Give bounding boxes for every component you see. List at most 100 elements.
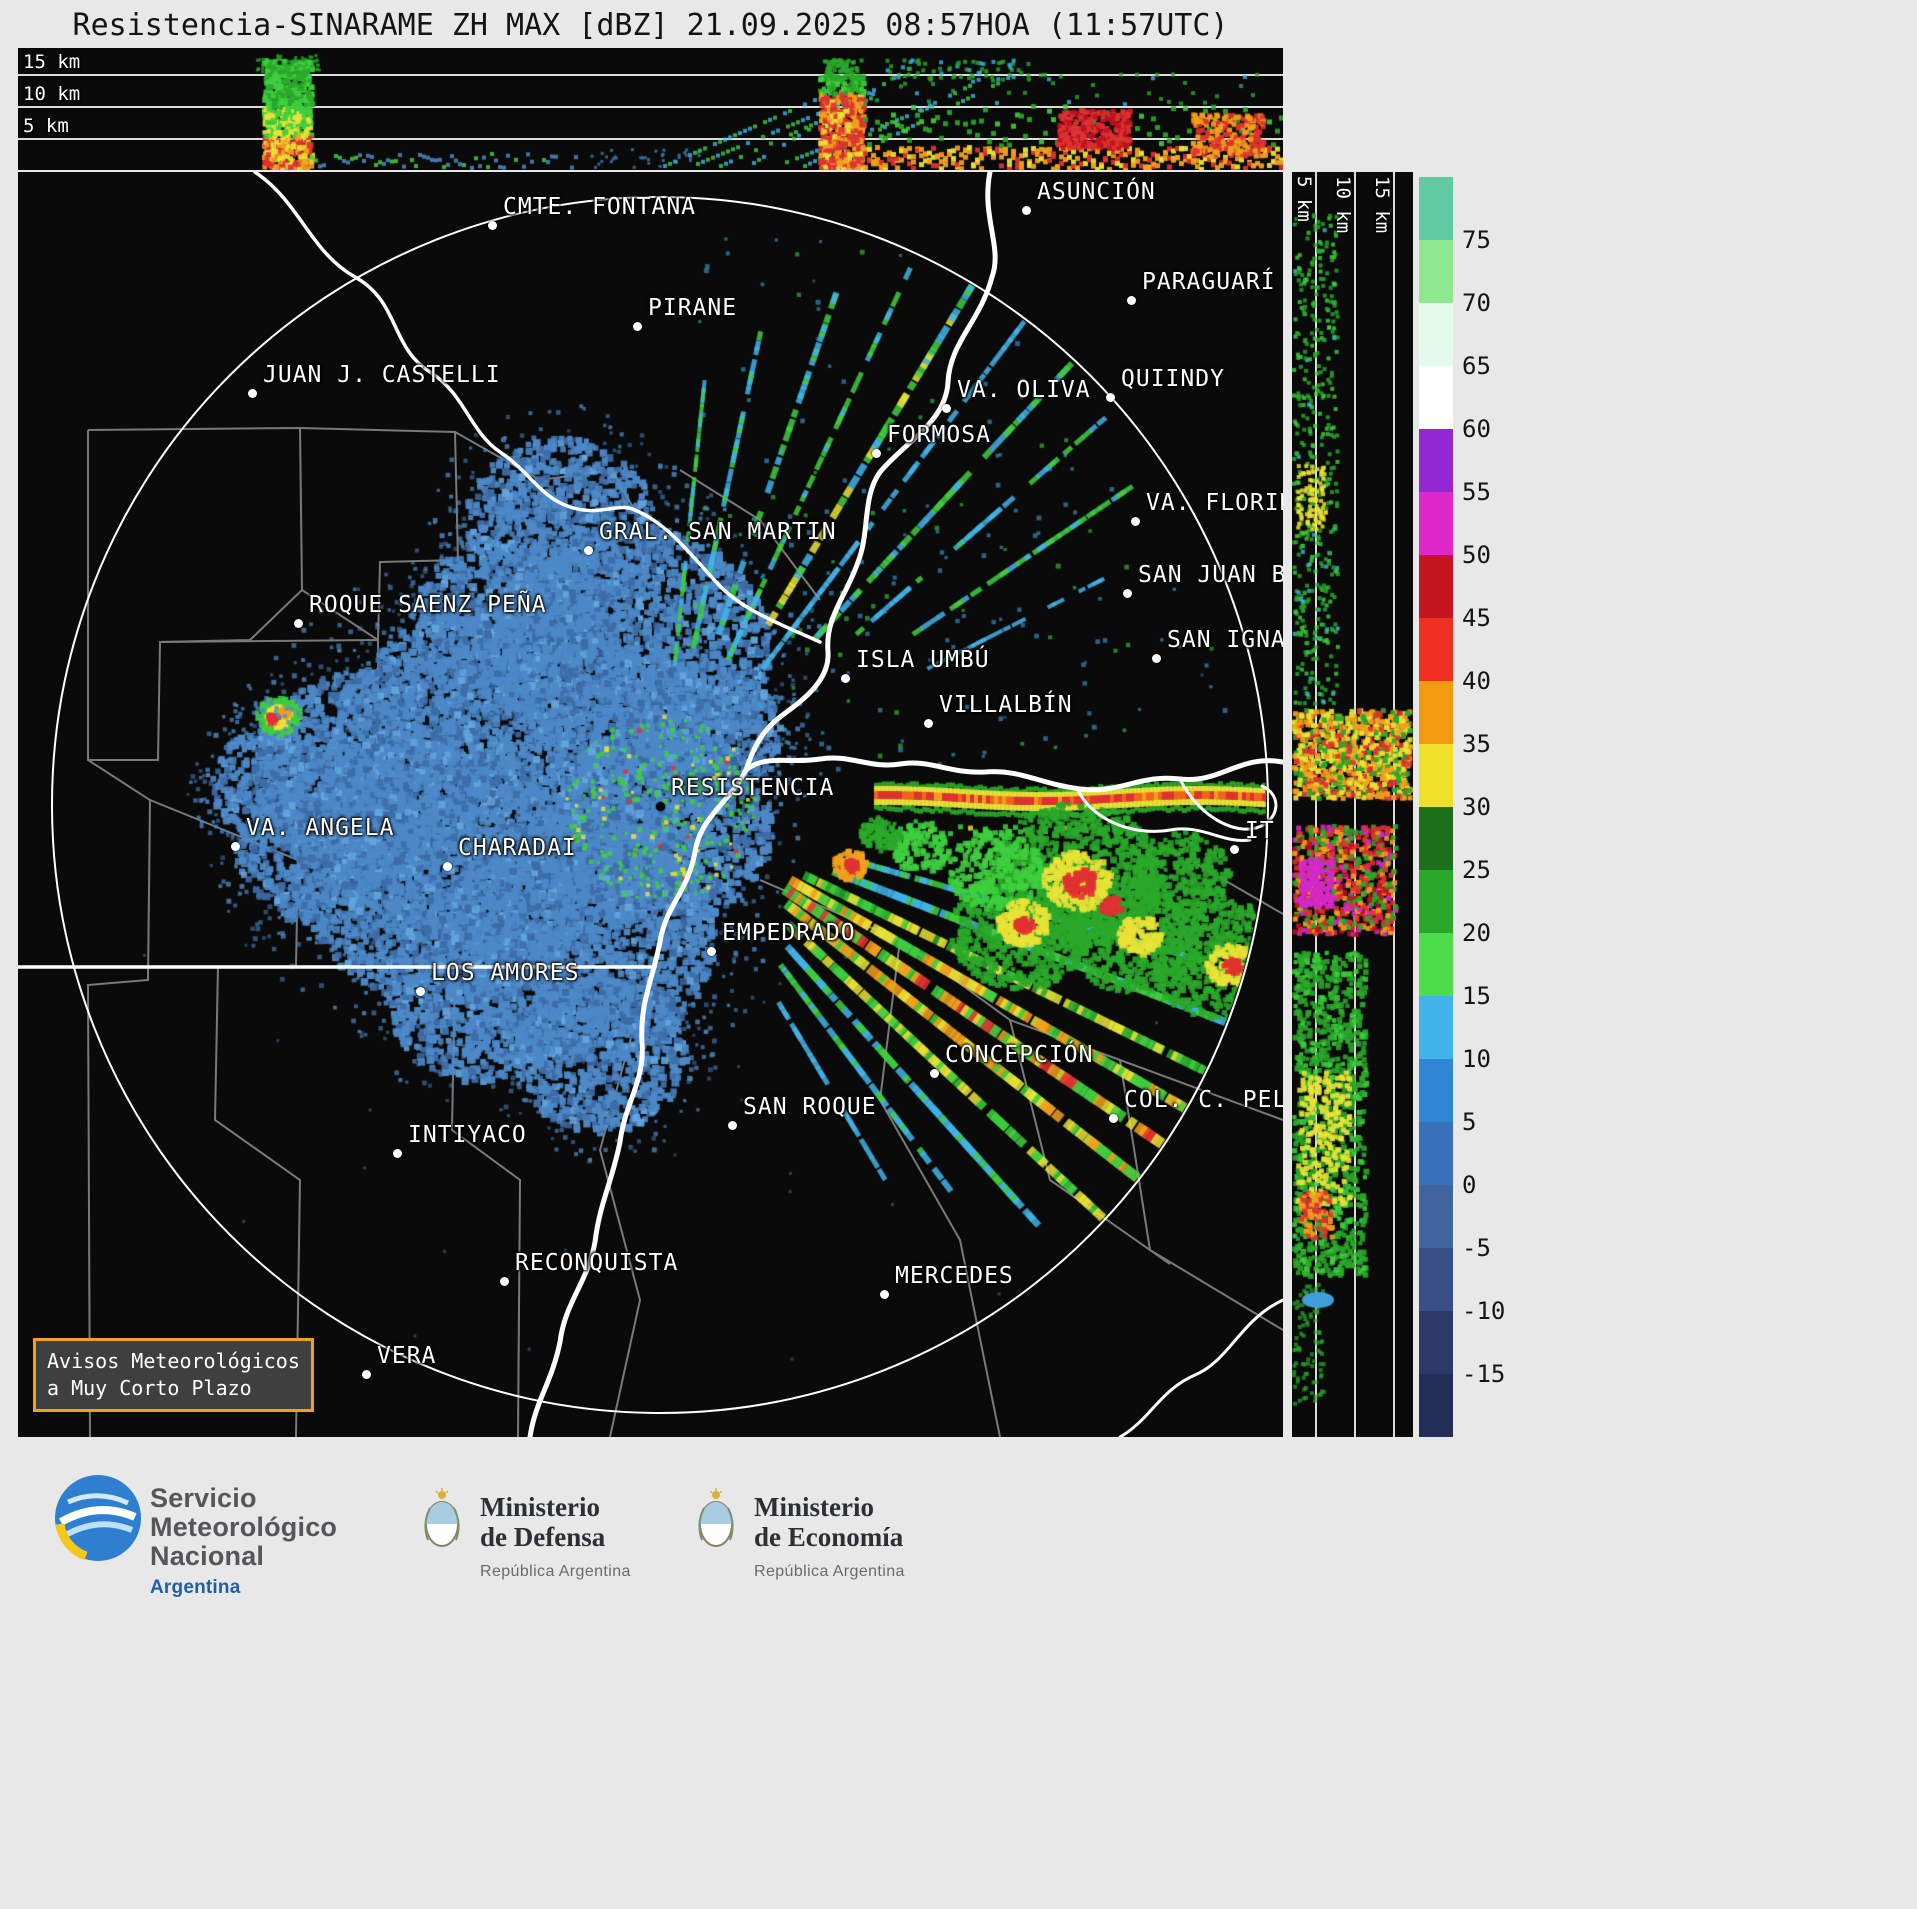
colorbar [1419,177,1453,1437]
axis-label-5km-top: 5 km [23,115,69,137]
city-dot-charadai [442,861,452,871]
economia-sub: República Argentina [754,1563,905,1580]
advisory-line2: a Muy Corto Plazo [47,1376,252,1400]
advisory-line1: Avisos Meteorológicos [47,1349,300,1373]
colorbar-segment-19 [1419,1374,1453,1437]
city-label-vera: VERA [377,1343,437,1369]
colorbar-tick-75: 75 [1462,226,1491,254]
smn-name-line2: Meteorológico [150,1512,338,1542]
city-label-concepci-n: CONCEPCIÓN [945,1042,1094,1068]
city-label-los-amores: LOS AMORES [431,960,580,986]
colorbar-tick--15: -15 [1462,1360,1506,1388]
city-dot-villalb-n [923,718,933,728]
city-label-juan-j-castelli: JUAN J. CASTELLI [263,362,501,388]
footer: Servicio Meteorológico Nacional Argentin… [0,1460,1917,1660]
colorbar-segment-9 [1419,744,1453,807]
colorbar-tick-35: 35 [1462,730,1491,758]
economia-line2: de Economía [754,1522,904,1552]
colorbar-segment-1 [1419,240,1453,303]
city-label-va-angela: VA. ANGELA [246,815,395,841]
city-dot-va-angela [230,841,240,851]
hydrography-layer [18,172,1283,1437]
city-label-san-juan-b: SAN JUAN B [1138,562,1283,588]
defensa-line2: de Defensa [480,1522,606,1552]
axis-label-5km-right: 5 km [1293,176,1315,222]
colorbar-segment-8 [1419,681,1453,744]
city-label-san-igna: SAN IGNA [1167,627,1283,653]
city-dot-isla-umb [840,673,850,683]
axis-label-10km-top: 10 km [23,83,81,105]
axis-label-15km-right: 15 km [1371,176,1393,234]
colorbar-tick-55: 55 [1462,478,1491,506]
colorbar-tick--5: -5 [1462,1234,1491,1262]
city-dot-roque-saenz-pe-a [293,618,303,628]
city-dot-va-florid [1130,516,1140,526]
advisory-box: Avisos Meteorológicos a Muy Corto Plazo [33,1338,314,1412]
city-dot-concepci-n [929,1068,939,1078]
map-panel: CMTE. FONTANA ASUNCIÓN PIRANE PARAGUARÍ JUAN… [18,172,1283,1437]
city-dot-los-amores [415,986,425,996]
city-dot-san-roque [727,1120,737,1130]
city-label-it: IT [1245,818,1275,844]
city-dot-pirane [632,321,642,331]
colorbar-segment-16 [1419,1185,1453,1248]
city-dot-vera [361,1369,371,1379]
colorbar-segment-13 [1419,996,1453,1059]
city-label-asunci-n: ASUNCIÓN [1037,179,1156,205]
product-title: Resistencia-SINARAME ZH MAX [dBZ] 21.09.… [72,8,1229,43]
colorbar-segment-14 [1419,1059,1453,1122]
city-dot-formosa [871,448,881,458]
colorbar-tick-5: 5 [1462,1108,1477,1136]
colorbar-tick-15: 15 [1462,982,1491,1010]
city-label-villalb-n: VILLALBÍN [939,692,1073,718]
city-label-reconquista: RECONQUISTA [515,1250,679,1276]
city-dot-quiindy [1105,392,1115,402]
city-label-quiindy: QUIINDY [1121,366,1225,392]
smn-name-line3: Nacional [150,1541,265,1571]
city-label-cmte-fontana: CMTE. FONTANA [503,194,697,220]
city-label-gral-san-martin: GRAL. SAN MARTIN [599,519,837,545]
colorbar-segment-11 [1419,870,1453,933]
colorbar-tick--10: -10 [1462,1297,1506,1325]
city-label-charadai: CHARADAI [458,835,577,861]
city-label-pirane: PIRANE [648,295,738,321]
right-cross-section-echoes [1292,172,1413,1437]
colorbar-segment-15 [1419,1122,1453,1185]
colorbar-tick-65: 65 [1462,352,1491,380]
colorbar-segment-10 [1419,807,1453,870]
city-label-paraguar: PARAGUARÍ [1142,269,1276,295]
range-ring [51,196,1269,1414]
colorbar-segment-5 [1419,492,1453,555]
colorbar-segment-4 [1419,429,1453,492]
axis-label-10km-right: 10 km [1332,176,1354,234]
colorbar-tick-50: 50 [1462,541,1491,569]
city-label-isla-umb: ISLA UMBÚ [856,647,990,673]
defensa-name: Ministerio de Defensa República Argentin… [480,1492,631,1587]
smn-country: Argentina [150,1577,241,1598]
smn-name: Servicio Meteorológico Nacional Argentin… [150,1484,337,1602]
colorbar-tick-45: 45 [1462,604,1491,632]
city-dot-reconquista [499,1276,509,1286]
city-label-roque-saenz-pe-a: ROQUE SAENZ PEÑA [309,592,547,618]
colorbar-segment-2 [1419,303,1453,366]
colorbar-tick-70: 70 [1462,289,1491,317]
economia-line1: Ministerio [754,1492,874,1522]
city-dot-it [1229,844,1239,854]
city-dot-intiyaco [392,1148,402,1158]
city-label-col-c-pel: COL. C. PEL [1124,1087,1283,1113]
colorbar-tick-20: 20 [1462,919,1491,947]
city-dot-cmte-fontana [487,220,497,230]
city-dot-san-juan-b [1122,588,1132,598]
top-cross-section-echoes [18,48,1283,170]
city-dot-resistencia [655,801,665,811]
economia-coat-of-arms [698,1488,734,1547]
city-label-formosa: FORMOSA [887,422,991,448]
defensa-sub: República Argentina [480,1563,631,1580]
smn-name-line1: Servicio [150,1483,257,1513]
axis-label-15km-top: 15 km [23,51,81,73]
colorbar-segment-6 [1419,555,1453,618]
colorbar-tick-30: 30 [1462,793,1491,821]
colorbar-tick-0: 0 [1462,1171,1477,1199]
city-label-san-roque: SAN ROQUE [743,1094,877,1120]
